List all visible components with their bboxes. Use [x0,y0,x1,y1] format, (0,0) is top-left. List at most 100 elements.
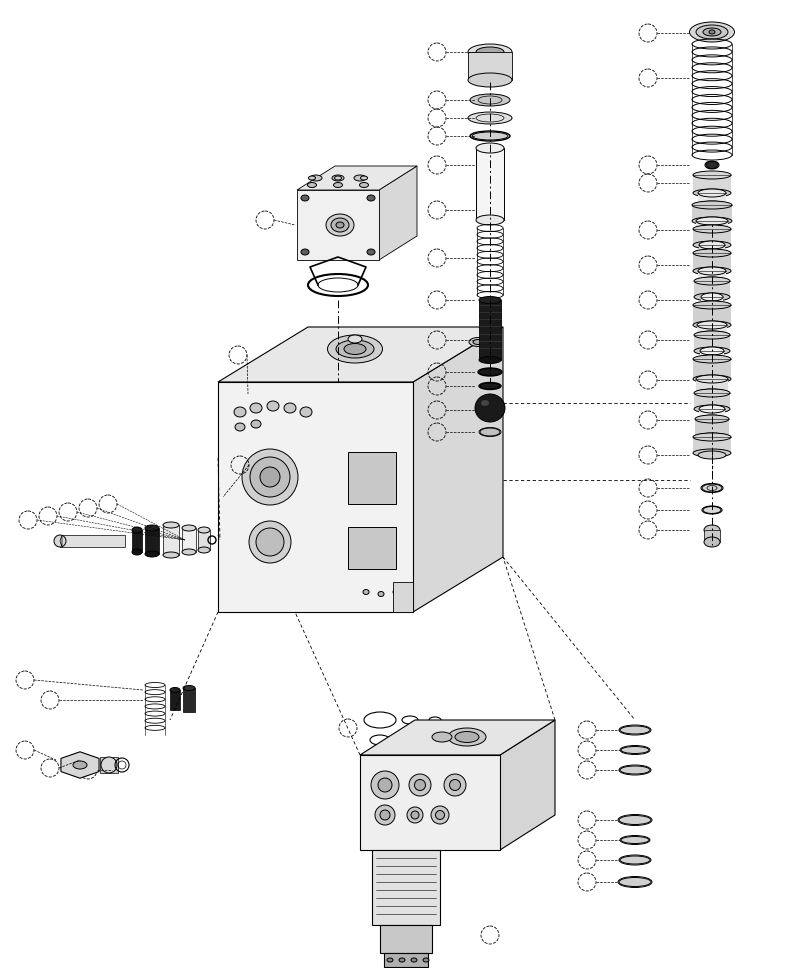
Bar [694,393,730,409]
Bar [372,850,440,925]
Ellipse shape [375,805,395,825]
Bar [693,229,731,245]
Ellipse shape [701,293,723,301]
Ellipse shape [468,44,512,60]
Ellipse shape [256,528,284,556]
Ellipse shape [132,527,142,533]
Ellipse shape [476,215,504,225]
Ellipse shape [698,267,726,275]
Ellipse shape [703,28,721,36]
Bar [694,335,730,351]
Ellipse shape [333,183,342,188]
Ellipse shape [703,506,721,513]
Ellipse shape [407,807,423,823]
Bar [468,52,512,80]
Ellipse shape [132,549,142,555]
Bar [183,688,195,712]
Ellipse shape [695,433,729,441]
Ellipse shape [170,687,180,692]
Bar [699,409,725,419]
Ellipse shape [363,590,369,594]
Ellipse shape [701,301,723,309]
Ellipse shape [479,369,501,376]
Ellipse shape [336,340,374,358]
Ellipse shape [251,420,261,428]
Ellipse shape [444,774,466,796]
Ellipse shape [336,222,344,228]
Ellipse shape [621,746,649,753]
Bar [692,205,732,221]
Ellipse shape [393,590,399,594]
Ellipse shape [145,551,159,557]
Ellipse shape [620,726,650,734]
Ellipse shape [468,112,512,124]
Bar [693,175,731,193]
Polygon shape [500,720,555,850]
Bar [700,351,724,359]
Ellipse shape [693,433,731,441]
Ellipse shape [696,389,728,397]
Bar [132,530,142,552]
Ellipse shape [331,218,349,232]
Ellipse shape [695,415,729,423]
Ellipse shape [693,241,731,249]
Bar [698,193,726,205]
Ellipse shape [704,537,720,547]
Bar [694,281,730,297]
Ellipse shape [328,335,383,363]
Ellipse shape [54,535,66,547]
Bar [693,437,731,453]
Ellipse shape [242,449,298,505]
Ellipse shape [479,296,501,304]
Ellipse shape [619,815,651,825]
Ellipse shape [409,774,431,796]
Bar [145,528,159,554]
Ellipse shape [411,811,419,819]
Ellipse shape [73,761,87,769]
Ellipse shape [696,375,728,383]
Ellipse shape [163,522,179,528]
Ellipse shape [470,94,510,106]
Ellipse shape [693,355,731,363]
Bar [479,300,501,360]
Ellipse shape [698,277,726,285]
Ellipse shape [698,201,726,209]
Ellipse shape [696,217,728,225]
Ellipse shape [267,401,279,411]
Bar [60,535,125,547]
Ellipse shape [249,521,291,563]
Polygon shape [61,752,99,778]
Ellipse shape [344,344,366,354]
Bar [384,953,428,967]
Ellipse shape [700,355,724,363]
Ellipse shape [693,321,731,329]
Ellipse shape [448,728,486,746]
Ellipse shape [307,183,317,188]
Polygon shape [393,582,413,612]
Bar [697,325,727,335]
Ellipse shape [620,856,650,864]
Bar [698,271,726,281]
Ellipse shape [334,176,341,180]
Bar [348,527,396,569]
Ellipse shape [699,405,725,413]
Ellipse shape [693,301,731,309]
Ellipse shape [380,810,390,820]
Ellipse shape [310,175,322,181]
Ellipse shape [696,25,728,39]
Bar [170,690,180,710]
Ellipse shape [354,175,366,181]
Ellipse shape [371,771,399,799]
Ellipse shape [693,449,731,457]
Ellipse shape [694,347,730,355]
Ellipse shape [250,457,290,497]
Ellipse shape [198,547,210,553]
Ellipse shape [709,30,715,34]
Bar [360,755,500,850]
Ellipse shape [360,183,368,188]
Bar [476,148,504,220]
Ellipse shape [479,356,501,364]
Ellipse shape [436,810,444,820]
Ellipse shape [387,958,393,962]
Ellipse shape [480,428,500,436]
